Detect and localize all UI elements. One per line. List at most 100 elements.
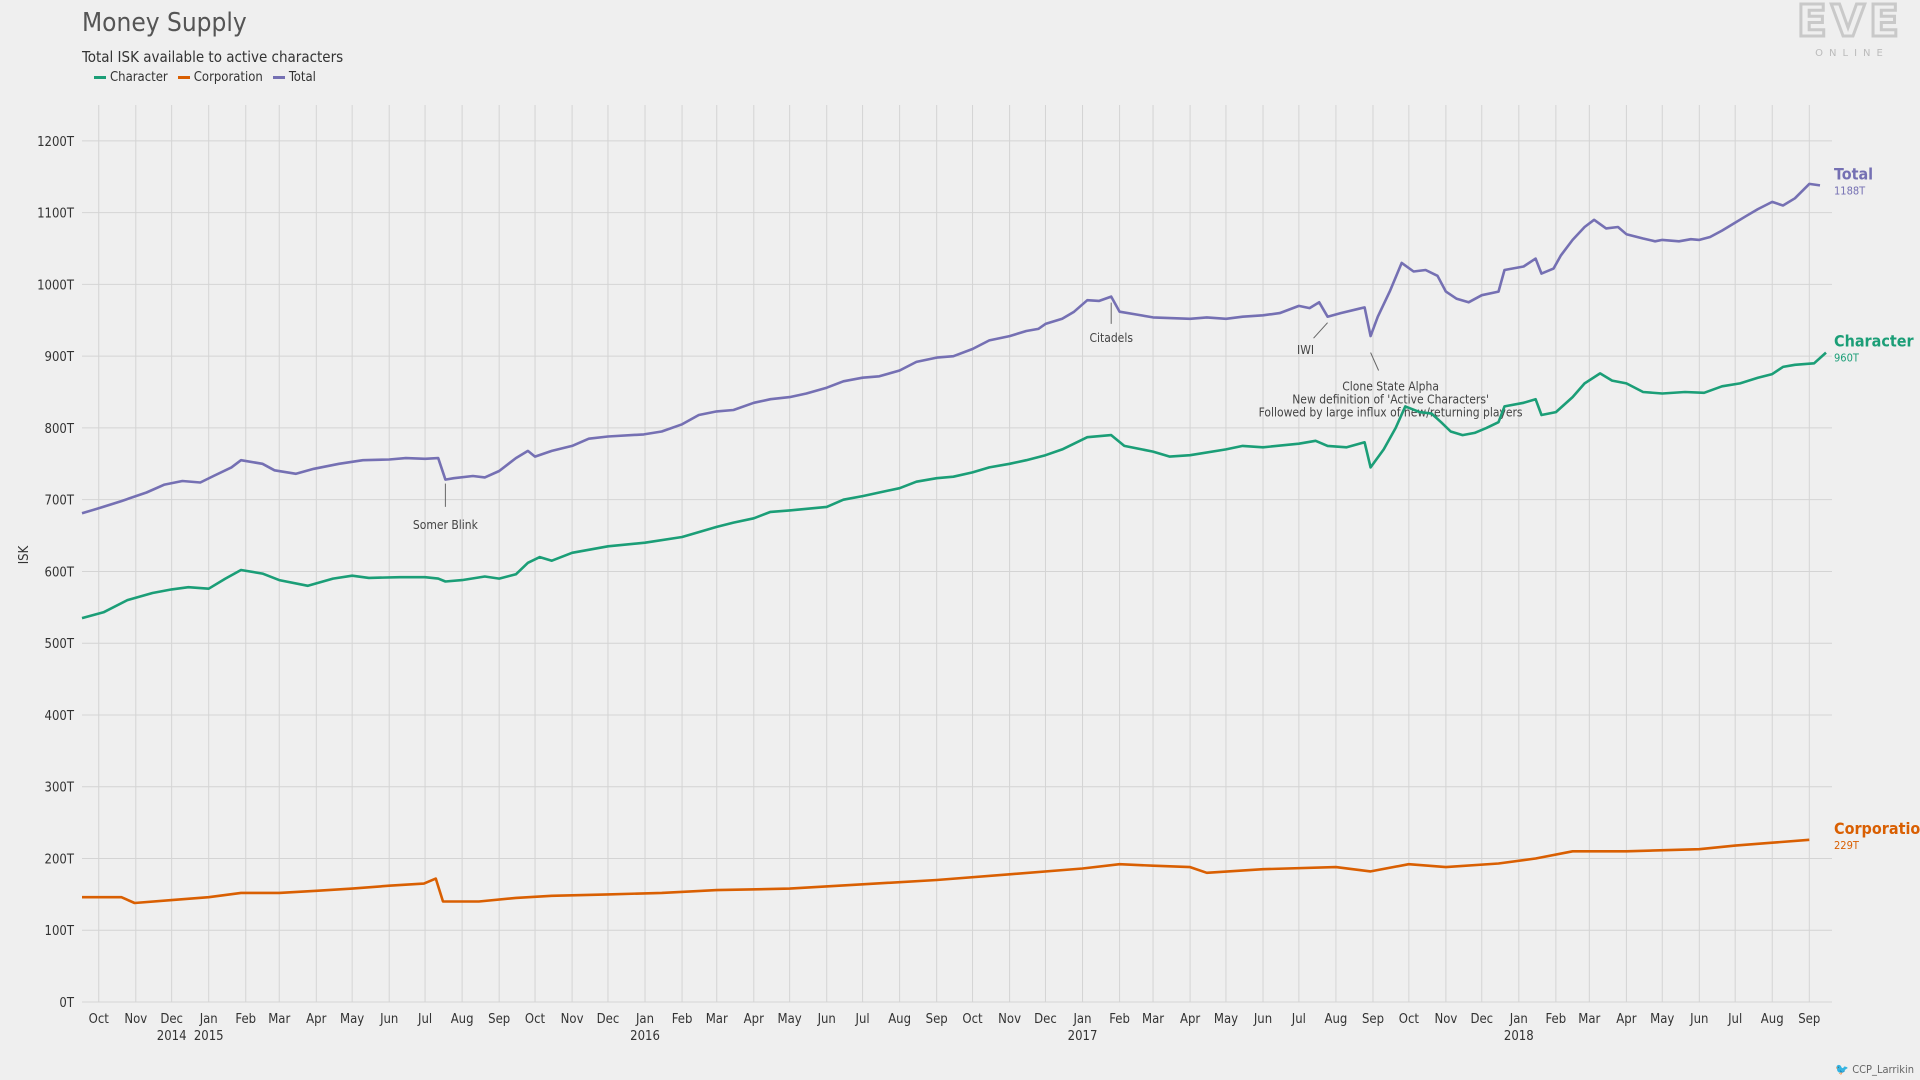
- y-axis-label: ISK: [17, 545, 32, 564]
- legend-label-corporation: Corporation: [193, 70, 263, 85]
- annotation-label: Followed by large influx of new/returnin…: [1259, 406, 1523, 420]
- x-axis: Oct Nov Dec Jan Feb Mar Apr May Jun Jul Aug Sep Oct N…: [89, 1012, 1821, 1044]
- annotation: Somer Blink: [413, 483, 479, 532]
- x-tick-label: Dec: [160, 1012, 183, 1027]
- y-tick-label: 300T: [45, 781, 75, 796]
- series-line-total: [81, 182, 1821, 515]
- legend-label-character: Character: [110, 70, 168, 85]
- y-tick-label: 0T: [59, 996, 74, 1011]
- x-tick-label: Apr: [1616, 1012, 1636, 1027]
- y-tick-label: 400T: [45, 709, 75, 724]
- x-tick-label: May: [1214, 1012, 1238, 1027]
- x-tick-label: Dec: [597, 1012, 620, 1027]
- x-tick-label: May: [1650, 1012, 1674, 1027]
- grid: [82, 105, 1832, 1003]
- x-tick-label: Sep: [1362, 1012, 1384, 1027]
- end-value-corporation: 229T: [1834, 839, 1860, 852]
- logo-main-text: EVE: [1797, 0, 1903, 47]
- y-tick-label: 700T: [45, 494, 75, 509]
- legend-item-total: Total: [272, 70, 316, 85]
- annotation-label: New definition of 'Active Characters': [1292, 393, 1489, 407]
- x-tick-label: Aug: [451, 1012, 474, 1027]
- y-tick-label: 600T: [45, 565, 75, 580]
- x-tick-label: Oct: [1399, 1012, 1420, 1027]
- x-tick-label: Nov: [124, 1012, 147, 1027]
- annotation: Citadels: [1089, 302, 1133, 345]
- annotation-label: Citadels: [1089, 331, 1133, 345]
- x-tick-label: May: [340, 1012, 364, 1027]
- x-tick-label: Mar: [706, 1012, 728, 1027]
- x-tick-label: Jun: [1689, 1012, 1708, 1027]
- x-tick-label: Jun: [817, 1012, 836, 1027]
- x-tick-label: Jan: [1072, 1012, 1091, 1027]
- annotation-label: IWI: [1297, 343, 1314, 357]
- y-tick-label: 1000T: [37, 278, 75, 293]
- x-tick-label: Jan: [1509, 1012, 1528, 1027]
- y-tick-label: 900T: [45, 350, 75, 365]
- credit: 🐦 CCP_Larrikin: [1835, 1063, 1914, 1076]
- x-tick-label: Dec: [1470, 1012, 1493, 1027]
- end-label-character: Character: [1834, 332, 1915, 351]
- x-tick-label: Mar: [268, 1012, 290, 1027]
- legend-swatch-character: [94, 76, 106, 79]
- x-tick-label: Sep: [926, 1012, 948, 1027]
- x-tick-label: Sep: [1798, 1012, 1820, 1027]
- x-year-label: 2015: [194, 1029, 224, 1044]
- series-line-corporation: [82, 838, 1810, 905]
- x-tick-label: Jul: [1727, 1012, 1742, 1027]
- x-tick-label: Apr: [306, 1012, 326, 1027]
- annotation-leader: [1370, 352, 1380, 371]
- legend-swatch-corporation: [177, 76, 190, 79]
- x-year-label: 2016: [630, 1029, 660, 1044]
- x-tick-label: Jan: [635, 1012, 654, 1027]
- x-tick-label: Nov: [998, 1012, 1021, 1027]
- x-tick-label: Dec: [1034, 1012, 1057, 1027]
- x-tick-label: Feb: [672, 1012, 693, 1027]
- x-year-label: 2017: [1068, 1029, 1098, 1044]
- x-tick-label: Feb: [1546, 1012, 1567, 1027]
- x-tick-label: Jun: [379, 1012, 398, 1027]
- x-tick-label: Sep: [488, 1012, 510, 1027]
- x-tick-label: May: [778, 1012, 802, 1027]
- legend-item-corporation: Corporation: [177, 70, 263, 85]
- x-year-label: 2018: [1504, 1029, 1534, 1044]
- y-tick-label: 1200T: [37, 135, 75, 150]
- end-label-corporation: Corporation: [1834, 819, 1920, 838]
- x-tick-label: Feb: [235, 1012, 256, 1027]
- x-tick-label: Jan: [199, 1012, 218, 1027]
- annotation: IWI: [1297, 322, 1328, 357]
- x-tick-label: Mar: [1142, 1012, 1164, 1027]
- y-tick-label: 500T: [45, 637, 75, 652]
- x-tick-label: Aug: [1325, 1012, 1348, 1027]
- x-tick-label: Nov: [561, 1012, 584, 1027]
- y-tick-label: 200T: [45, 852, 75, 867]
- x-tick-label: Apr: [744, 1012, 764, 1027]
- x-tick-label: Feb: [1109, 1012, 1130, 1027]
- twitter-bird-icon: 🐦: [1835, 1063, 1850, 1076]
- end-label-total: Total: [1834, 164, 1873, 183]
- x-tick-label: Jul: [1291, 1012, 1306, 1027]
- y-tick-label: 100T: [45, 924, 75, 939]
- x-tick-label: Mar: [1578, 1012, 1600, 1027]
- x-tick-label: Oct: [89, 1012, 110, 1027]
- credit-handle: CCP_Larrikin: [1852, 1063, 1914, 1076]
- x-tick-label: Jul: [855, 1012, 870, 1027]
- x-tick-label: Jun: [1253, 1012, 1272, 1027]
- x-tick-label: Oct: [962, 1012, 983, 1027]
- x-tick-label: Apr: [1180, 1012, 1200, 1027]
- x-tick-label: Jul: [417, 1012, 432, 1027]
- annotation-label: Somer Blink: [413, 518, 479, 532]
- x-tick-label: Aug: [1761, 1012, 1784, 1027]
- end-value-total: 1188T: [1834, 184, 1866, 197]
- y-axis: 0T 100T 200T 300T 400T 500T 600T 700T 800T 900T 10…: [37, 135, 75, 1011]
- series-line-character: [81, 351, 1827, 620]
- x-tick-label: Aug: [888, 1012, 911, 1027]
- legend-item-character: Character: [94, 70, 168, 85]
- end-value-character: 960T: [1834, 352, 1860, 365]
- x-tick-label: Nov: [1434, 1012, 1457, 1027]
- chart-subtitle: Total ISK available to active characters: [82, 48, 344, 66]
